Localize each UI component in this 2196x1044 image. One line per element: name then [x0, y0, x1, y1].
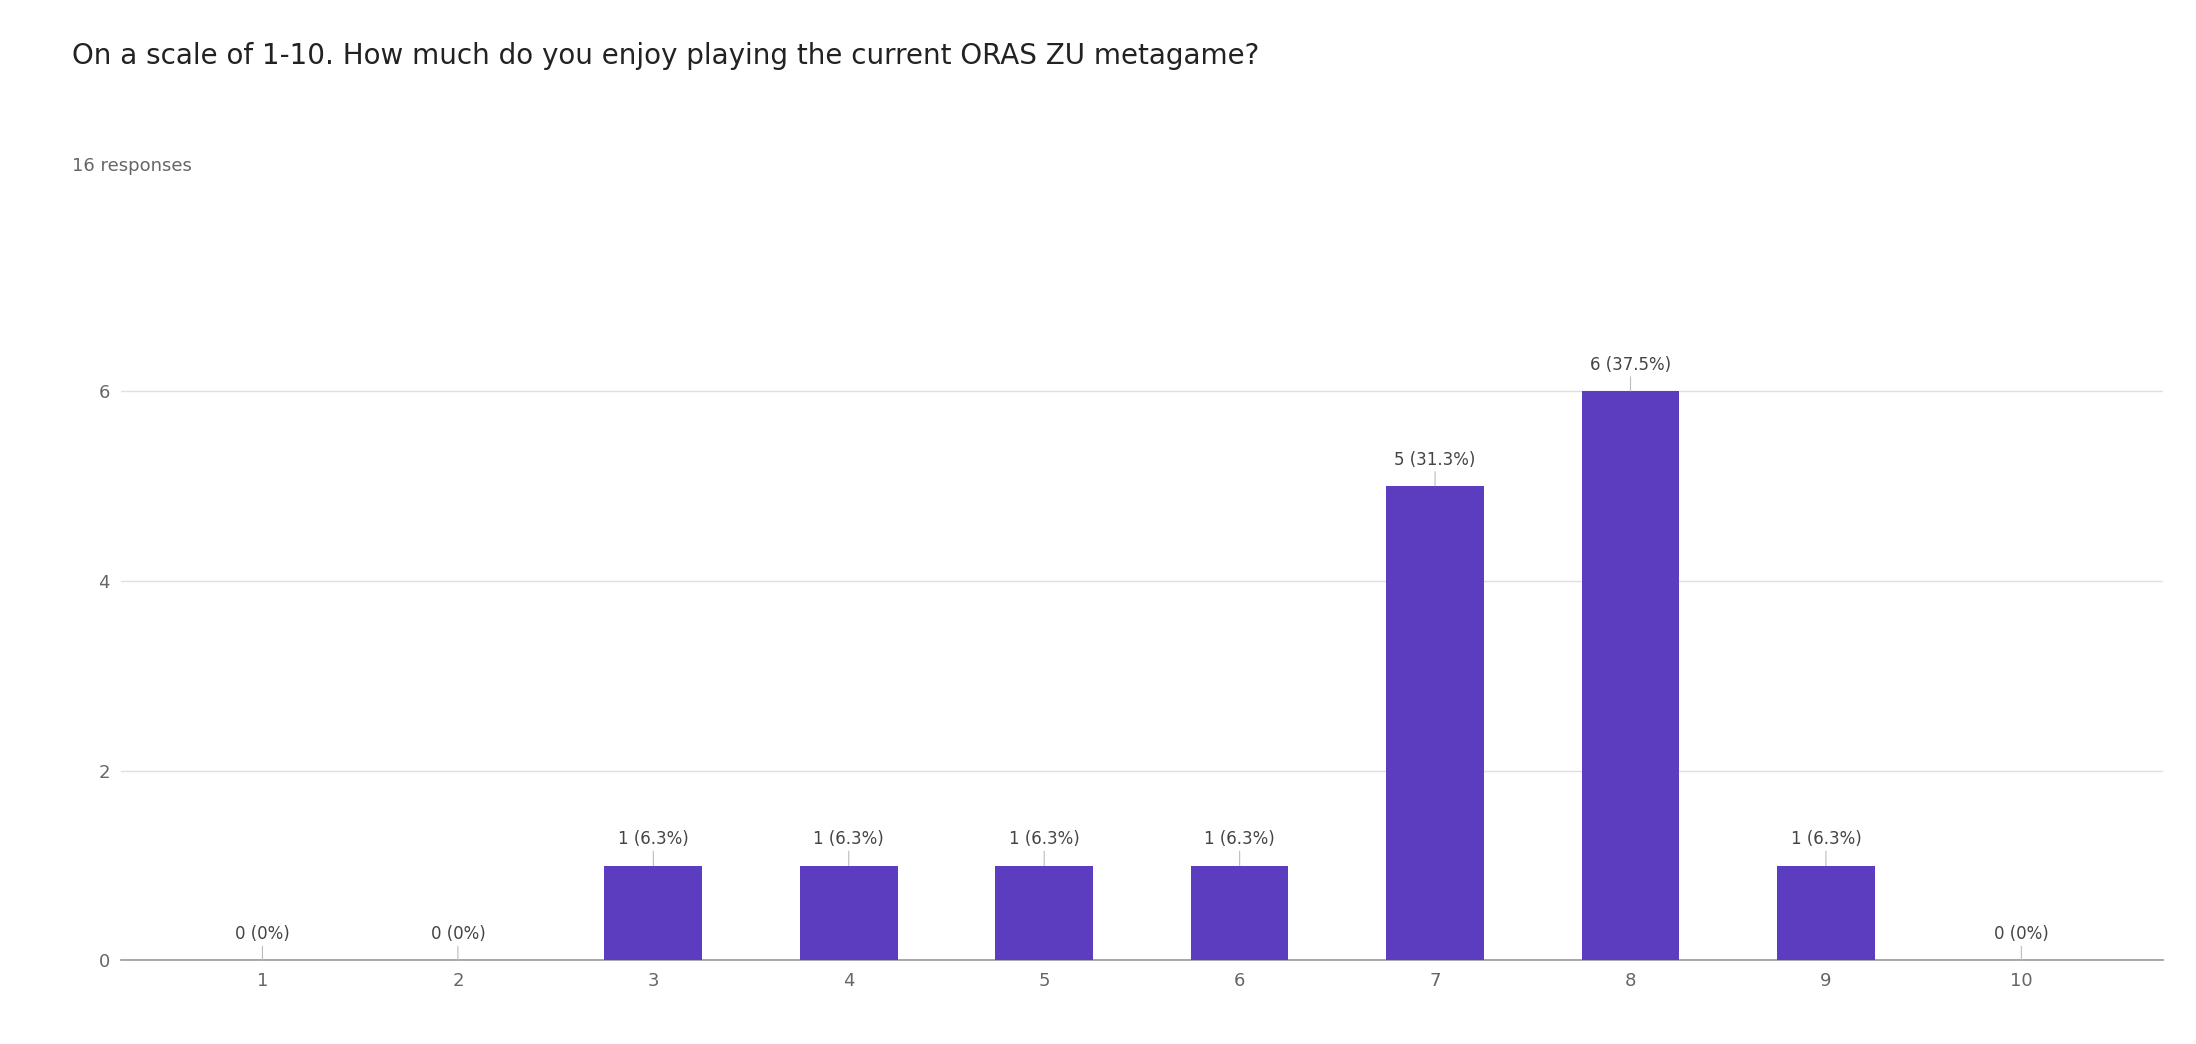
Text: On a scale of 1-10. How much do you enjoy playing the current ORAS ZU metagame?: On a scale of 1-10. How much do you enjo… [72, 42, 1261, 70]
Bar [604, 865, 703, 960]
Text: 16 responses: 16 responses [72, 157, 193, 174]
Bar [1386, 485, 1484, 960]
Bar [799, 865, 898, 960]
Bar [995, 865, 1094, 960]
Bar [1581, 392, 1680, 960]
Text: 1 (6.3%): 1 (6.3%) [1008, 830, 1080, 865]
Bar [1777, 865, 1875, 960]
Text: 1 (6.3%): 1 (6.3%) [617, 830, 690, 865]
Text: 6 (37.5%): 6 (37.5%) [1590, 356, 1671, 392]
Text: 0 (0%): 0 (0%) [430, 925, 485, 960]
Bar [1190, 865, 1289, 960]
Text: 1 (6.3%): 1 (6.3%) [1790, 830, 1862, 865]
Text: 5 (31.3%): 5 (31.3%) [1394, 451, 1476, 485]
Text: 1 (6.3%): 1 (6.3%) [1203, 830, 1276, 865]
Text: 1 (6.3%): 1 (6.3%) [813, 830, 885, 865]
Text: 0 (0%): 0 (0%) [1994, 925, 2049, 960]
Text: 0 (0%): 0 (0%) [235, 925, 290, 960]
